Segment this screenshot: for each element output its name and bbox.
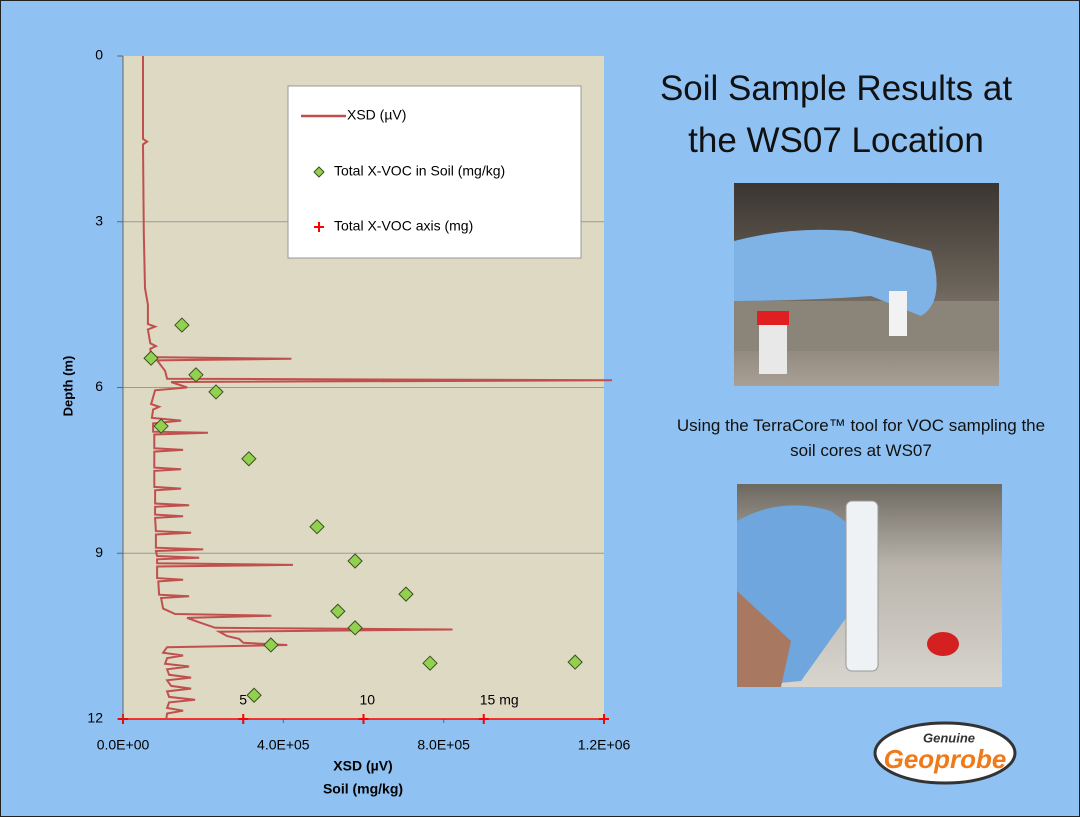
scatter-point — [241, 451, 257, 467]
logo: Genuine Geoprobe — [873, 721, 1017, 785]
x2-tick-label: 15 mg — [480, 692, 519, 708]
photo — [734, 183, 999, 386]
logo-text: Geoprobe — [884, 744, 1007, 774]
scatter-point — [246, 687, 262, 703]
scatter-point — [567, 654, 583, 670]
scatter-point — [422, 655, 438, 671]
x-tick-label: 0.0E+00 — [97, 737, 150, 753]
x2-tick-label: 5 — [239, 692, 247, 708]
scatter-point — [263, 637, 279, 653]
scatter-point — [188, 367, 204, 383]
xsd-line — [141, 56, 613, 720]
plus-marker — [478, 714, 489, 724]
legend-label: Total X-VOC axis (mg) — [334, 218, 473, 234]
slide-title: Soil Sample Results at the WS07 Location — [659, 69, 1013, 160]
scatter-point — [153, 418, 169, 434]
legend-swatch — [313, 166, 325, 178]
y-tick-label: 9 — [95, 544, 103, 560]
plus-marker — [358, 714, 369, 724]
scatter-point — [143, 350, 159, 366]
legend-box — [287, 85, 582, 259]
scatter-point — [330, 603, 346, 619]
plus-marker — [314, 222, 324, 232]
scatter-point — [347, 620, 363, 636]
photo-caption: Using the TerraCore™ tool for VOC sampli… — [676, 416, 1046, 460]
x-tick-label: 4.0E+05 — [257, 737, 310, 753]
y-tick-label: 12 — [87, 710, 103, 726]
x-axis-title: XSD (µV) — [333, 758, 392, 774]
scatter-point — [398, 586, 414, 602]
x-axis-title: Soil (mg/kg) — [323, 781, 403, 797]
y-tick-label: 0 — [95, 47, 103, 63]
y-axis-title: Depth (m) — [60, 356, 75, 417]
y-tick-label: 3 — [95, 212, 103, 228]
plus-marker — [599, 714, 609, 724]
x-tick-label: 8.0E+05 — [417, 737, 470, 753]
x-tick-label: 1.2E+06 — [578, 737, 631, 753]
scatter-point — [174, 317, 190, 333]
legend-label: XSD (µV) — [347, 107, 406, 123]
legend-label: Total X-VOC in Soil (mg/kg) — [334, 163, 505, 179]
scatter-point — [347, 553, 363, 569]
scatter-point — [309, 519, 325, 535]
x2-tick-label: 10 — [360, 692, 376, 708]
photo — [737, 484, 1002, 687]
scatter-point — [208, 384, 224, 400]
y-tick-label: 6 — [95, 378, 103, 394]
logo-text: Genuine — [923, 730, 975, 745]
plus-marker — [238, 714, 249, 724]
